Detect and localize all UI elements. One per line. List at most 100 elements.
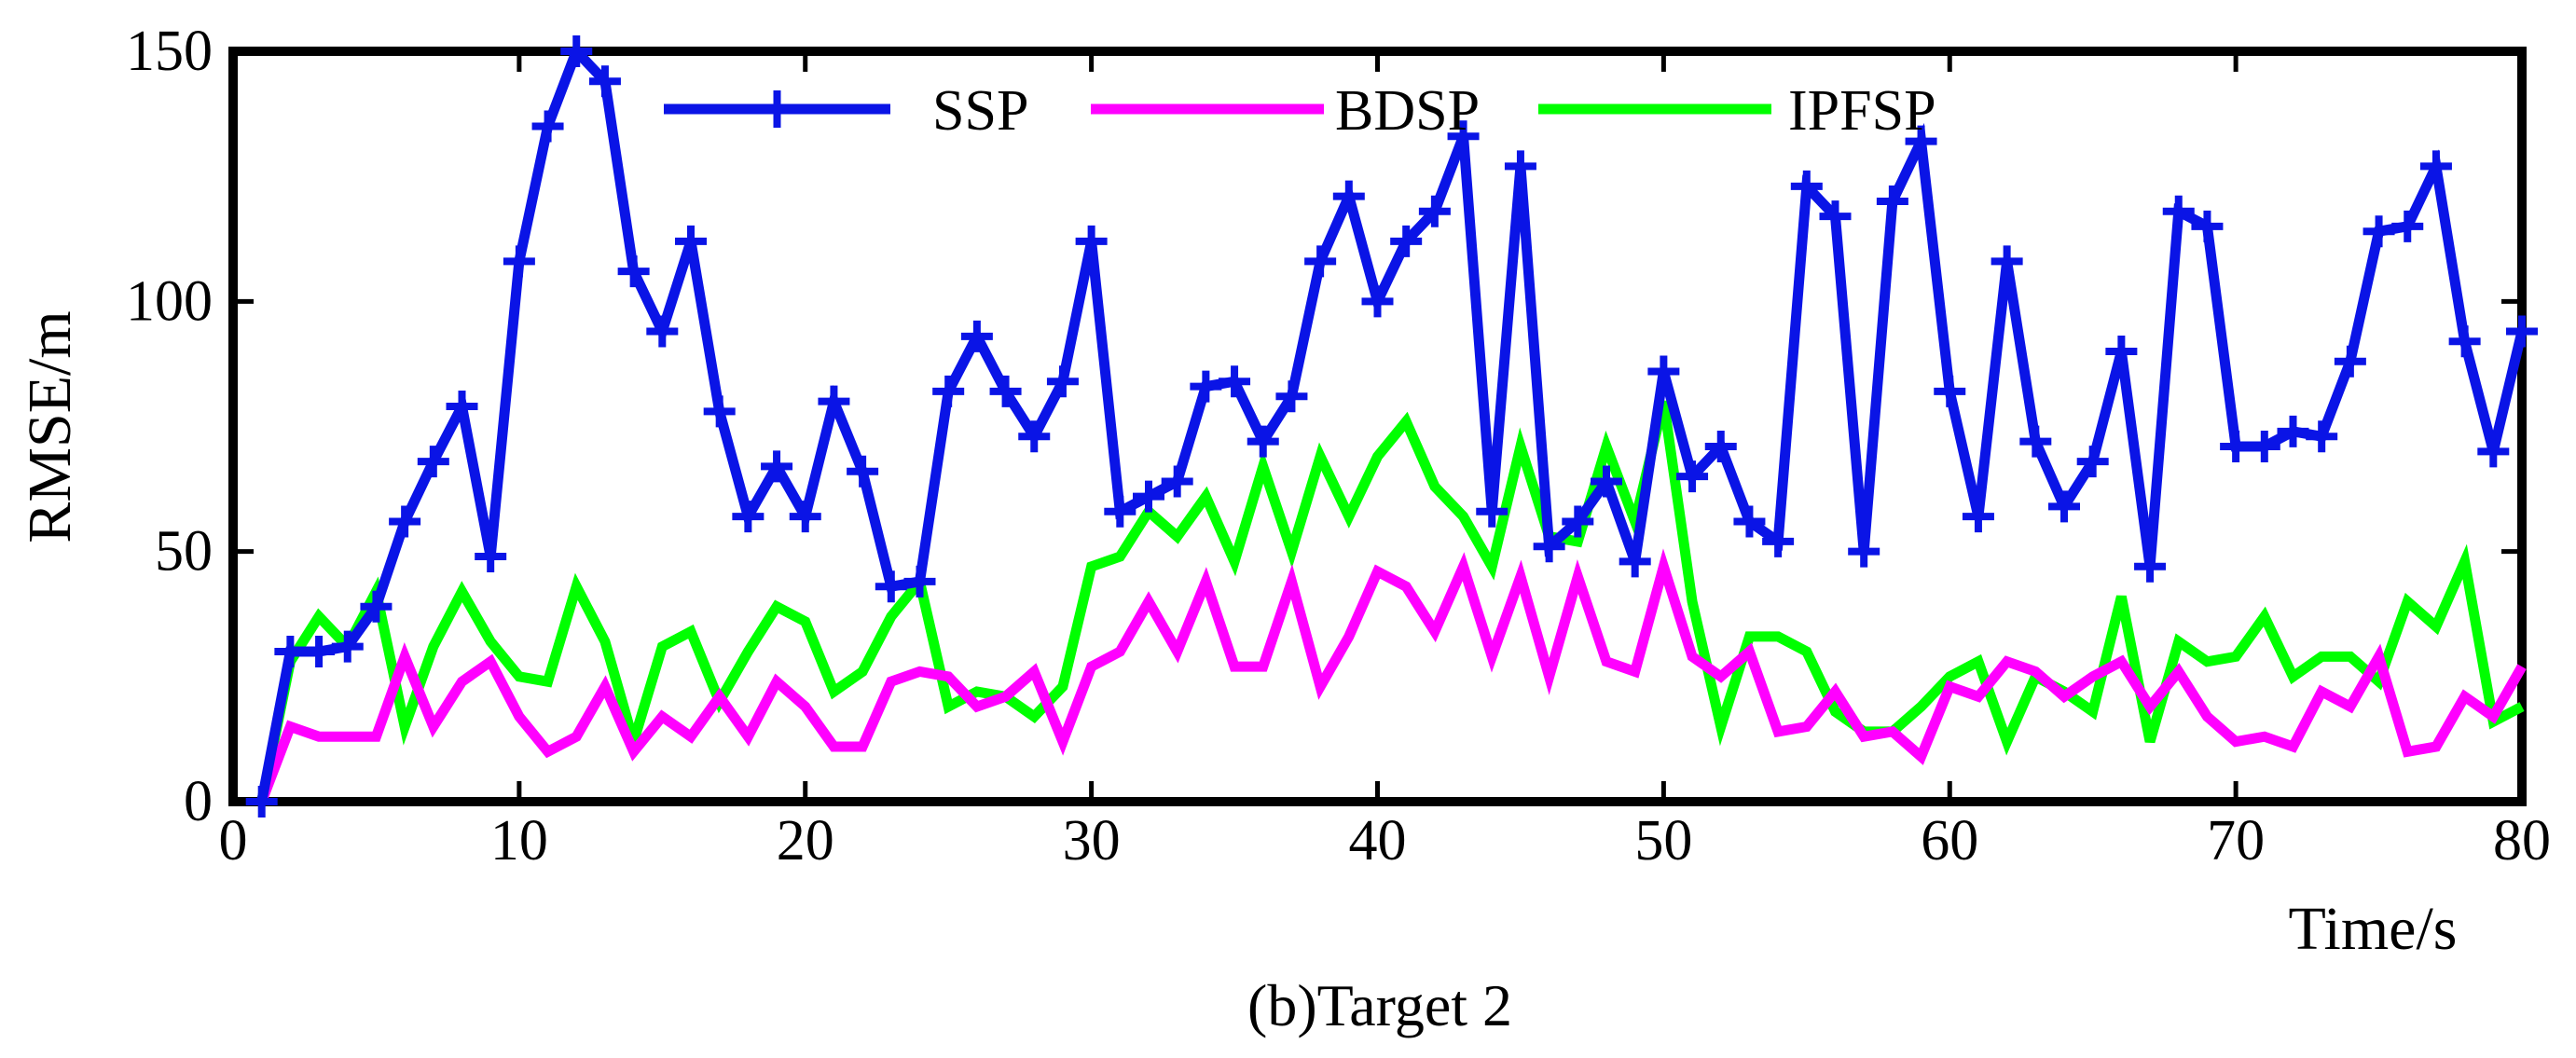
data-point-ssp: [2248, 430, 2280, 462]
data-point-ssp: [2419, 150, 2452, 183]
data-point-ssp: [1275, 380, 1308, 413]
data-point-ssp: [245, 786, 278, 818]
series-line-ipfsp: [256, 400, 2525, 804]
data-point-ssp: [1591, 465, 1622, 498]
series-line-bdsp: [256, 548, 2527, 804]
data-point-ssp: [560, 35, 593, 67]
data-point-ssp: [1504, 150, 1536, 183]
data-point-ssp: [417, 446, 449, 478]
data-point-ssp: [2191, 210, 2224, 242]
data-point-ssp: [2220, 430, 2252, 462]
data-point-ssp: [1219, 365, 1251, 398]
data-point-ssp: [903, 565, 936, 598]
data-point-ssp: [1161, 465, 1193, 498]
data-point-ssp: [703, 395, 736, 428]
x-tick-label: 70: [2207, 809, 2265, 873]
data-point-ssp: [1962, 501, 1994, 533]
data-point-ssp: [2076, 446, 2109, 478]
data-point-ssp: [847, 455, 879, 488]
y-axis-ticks: 0 50 100 150: [126, 20, 2522, 833]
series-layer: [245, 35, 2538, 818]
y-tick-label: 50: [155, 520, 213, 584]
data-point-ssp: [617, 255, 650, 288]
legend-label-ipfsp: IPFSP: [1788, 79, 1936, 143]
data-point-ssp: [360, 590, 393, 623]
data-point-ssp: [2019, 425, 2052, 458]
series-ssp: [245, 35, 2538, 818]
data-point-ssp: [2391, 210, 2424, 242]
data-point-ssp: [2506, 315, 2538, 348]
y-tick-label: 150: [126, 20, 213, 83]
y-axis-label: RMSE/m: [16, 310, 84, 543]
data-point-ssp: [475, 541, 507, 573]
data-point-ssp: [875, 570, 907, 603]
data-point-ssp: [1104, 495, 1136, 528]
data-point-ssp: [303, 636, 336, 667]
data-point-ssp: [1533, 530, 1565, 563]
plot-frame: [228, 47, 2527, 806]
data-point-ssp: [1905, 125, 1937, 158]
data-point-ssp: [331, 630, 364, 663]
data-point-ssp: [2048, 490, 2080, 523]
data-point-ssp: [1876, 185, 1908, 217]
legend-label-bdsp: BDSP: [1335, 79, 1480, 143]
y-tick-label: 100: [126, 269, 213, 333]
data-point-ssp: [2477, 435, 2510, 468]
series-ipfsp: [256, 400, 2525, 804]
legend: SSP BDSP IPFSP: [664, 79, 1936, 143]
y-tick-label: 0: [184, 770, 213, 833]
x-tick-label: 40: [1349, 809, 1407, 873]
series-bdsp: [256, 548, 2527, 804]
data-point-ssp: [989, 375, 1022, 407]
data-point-ssp: [1790, 170, 1823, 202]
data-point-ssp: [2334, 345, 2366, 378]
data-point-ssp: [789, 501, 821, 533]
data-point-ssp: [1361, 285, 1394, 318]
data-point-ssp: [2105, 336, 2138, 367]
data-point-ssp: [2306, 420, 2338, 453]
chart-caption: (b)Target 2: [1247, 972, 1512, 1038]
data-point-ssp: [274, 636, 307, 667]
legend-label-ssp: SSP: [932, 79, 1028, 143]
data-point-ssp: [1934, 375, 1966, 407]
data-point-ssp: [446, 391, 478, 423]
data-point-ssp: [1390, 225, 1423, 257]
data-point-ssp: [646, 315, 679, 348]
data-point-ssp: [1418, 195, 1451, 227]
data-point-ssp: [1018, 420, 1051, 453]
x-tick-label: 20: [777, 809, 834, 873]
data-point-ssp: [761, 450, 793, 483]
x-tick-label: 10: [490, 809, 548, 873]
data-point-ssp: [675, 225, 707, 257]
data-point-ssp: [2362, 215, 2395, 248]
data-point-ssp: [1991, 245, 2023, 278]
data-point-ssp: [732, 501, 765, 533]
data-point-ssp: [1476, 495, 1508, 528]
data-point-ssp: [2162, 195, 2195, 227]
data-point-ssp: [1075, 225, 1108, 257]
data-point-ssp: [2277, 415, 2309, 447]
data-point-ssp: [1733, 505, 1766, 538]
data-point-ssp: [960, 320, 993, 352]
data-point-ssp: [588, 65, 621, 98]
data-point-ssp: [1332, 180, 1365, 213]
x-tick-label: 60: [1921, 809, 1978, 873]
x-tick-label: 50: [1634, 809, 1692, 873]
data-point-ssp: [1704, 430, 1737, 462]
x-axis-ticks: 0 10 20 30 40 50 60 70 80: [219, 51, 2551, 873]
data-point-ssp: [932, 375, 965, 407]
data-point-ssp: [503, 245, 535, 278]
data-point-ssp: [1562, 505, 1594, 538]
series-line-ssp: [256, 41, 2528, 804]
data-point-ssp: [1619, 545, 1651, 578]
data-point-ssp: [531, 110, 564, 143]
data-point-ssp: [389, 505, 421, 538]
data-point-ssp: [1762, 525, 1795, 557]
data-point-ssp: [1848, 535, 1880, 568]
x-tick-label: 30: [1063, 809, 1121, 873]
data-point-ssp: [1046, 365, 1079, 398]
x-tick-label: 0: [219, 809, 248, 873]
data-point-ssp: [2448, 325, 2481, 358]
data-point-ssp: [1247, 425, 1279, 458]
